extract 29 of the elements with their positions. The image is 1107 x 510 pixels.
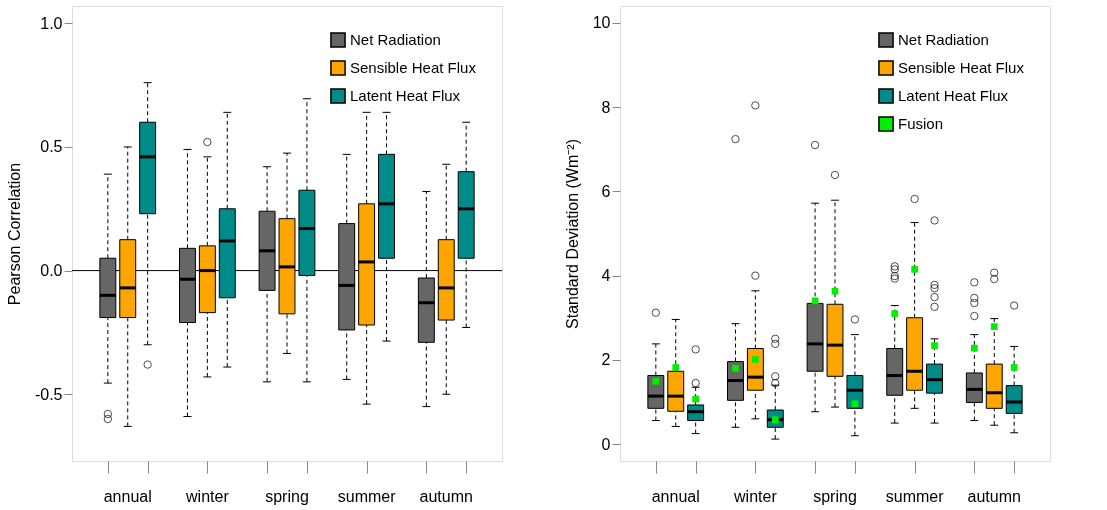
x-tick-label: summer [337,488,397,505]
y-axis-title: Standard Deviation (Wm⁻²) [563,139,581,329]
x-tick-label: winter [733,488,778,505]
legend-label: Latent Heat Flux [898,87,1009,104]
y-tick-label: 8 [601,98,611,116]
y-tick-label: 1.0 [40,14,63,32]
x-tick-label: autumn [419,488,473,505]
legend-label: Latent Heat Flux [350,87,461,104]
legend-label: Net Radiation [350,31,441,48]
x-tick-label: summer [885,488,945,505]
x-tick-label: annual [651,488,700,505]
y-tick-label: 4 [601,267,611,285]
y-axis-title: Pearson Correlation [5,162,23,306]
y-tick-label: 0.5 [40,138,63,156]
legend-label: Sensible Heat Flux [350,59,477,76]
legend-label: Sensible Heat Flux [898,59,1025,76]
y-tick-label: 6 [601,182,611,200]
x-tick-label: spring [813,488,857,505]
x-tick-label: autumn [967,488,1021,505]
y-tick-label: 2 [601,351,611,369]
y-tick-label: -0.5 [34,385,63,403]
y-tick-label: 0.0 [40,262,63,280]
x-tick-label: annual [103,488,152,505]
legend-label: Net Radiation [898,31,989,48]
y-tick-label: 0 [601,435,611,453]
x-tick-label: winter [185,488,230,505]
x-tick-label: spring [265,488,309,505]
y-tick-label: 10 [592,14,611,32]
legend-label: Fusion [898,115,944,132]
